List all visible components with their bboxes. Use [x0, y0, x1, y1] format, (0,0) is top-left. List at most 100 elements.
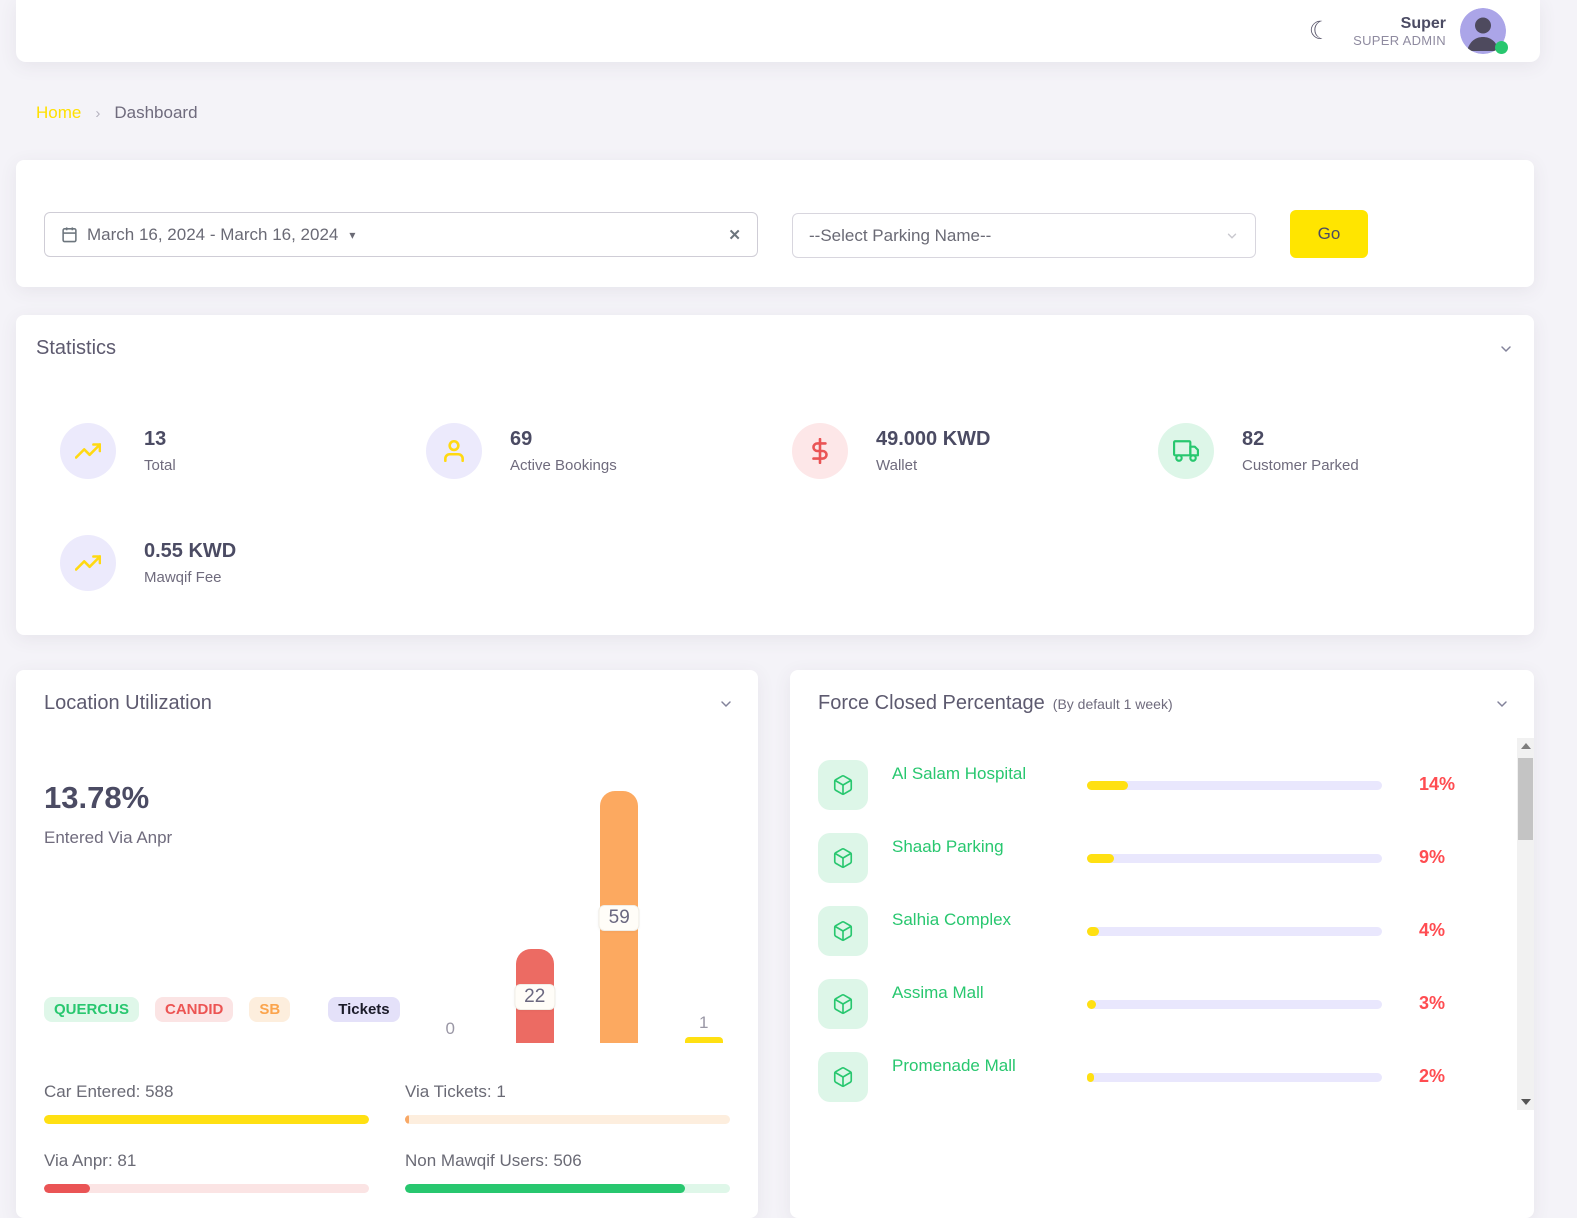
progress-fill	[44, 1115, 369, 1124]
force-closed-title: Force Closed Percentage	[818, 692, 1045, 714]
force-closed-percent: 14%	[1419, 774, 1456, 794]
statistics-card: Statistics 13 Total 69 Active Bookings 4…	[16, 315, 1534, 635]
scrollbar-down-icon[interactable]	[1517, 1094, 1534, 1110]
location-name[interactable]: Shaab Parking	[892, 837, 1004, 856]
stat-label: Wallet	[876, 457, 918, 474]
location-name[interactable]: Assima Mall	[892, 983, 984, 1002]
chart-bar-slot: 59	[577, 765, 662, 1043]
location-utilization-card: Location Utilization 13.78% Entered Via …	[16, 670, 758, 1218]
progress-track	[405, 1115, 730, 1124]
caret-down-icon: ▾	[349, 227, 356, 242]
breadcrumb-current: Dashboard	[114, 103, 198, 122]
parking-name-select[interactable]: --Select Parking Name--	[792, 213, 1256, 258]
force-closed-row: Assima Mall 3%	[818, 977, 1490, 1050]
truck-icon	[1158, 423, 1214, 479]
package-icon	[818, 906, 868, 956]
force-closed-row: Promenade Mall 2%	[818, 1050, 1490, 1123]
chart-data-label: 59	[598, 905, 640, 931]
utilization-stats: Car Entered: 588 Via Tickets: 1 Via Anpr…	[44, 1082, 730, 1193]
anpr-percentage-label: Entered Via Anpr	[44, 828, 173, 847]
clear-date-icon[interactable]: ✕	[728, 226, 741, 244]
util-stat-label: Via Anpr: 81	[44, 1151, 137, 1170]
trending-up-icon	[60, 535, 116, 591]
location-name[interactable]: Salhia Complex	[892, 910, 1012, 929]
force-closed-subtitle: (By default 1 week)	[1052, 695, 1173, 712]
stat-value: 82	[1242, 428, 1265, 450]
stat-value: 13	[144, 428, 167, 450]
statistics-collapse-button[interactable]	[1498, 341, 1514, 357]
force-closed-list: Al Salam Hospital 14% Shaab Parking 9% S…	[818, 758, 1490, 1123]
force-closed-collapse-button[interactable]	[1494, 696, 1510, 712]
stat-value: 69	[510, 428, 533, 450]
util-stat-via-anpr: Via Anpr: 81	[44, 1151, 369, 1193]
chevron-down-icon	[1227, 233, 1237, 239]
calendar-icon	[62, 227, 77, 243]
location-name[interactable]: Promenade Mall	[892, 1056, 1016, 1075]
legend-item-tickets[interactable]: Tickets	[328, 997, 400, 1022]
anpr-percentage: 13.78%	[44, 780, 150, 815]
location-name[interactable]: Al Salam Hospital	[892, 764, 1027, 783]
progress-fill	[405, 1184, 685, 1193]
progress-fill	[1087, 1000, 1096, 1009]
chevron-down-icon	[1497, 700, 1507, 707]
stat-mawqif-fee: 0.55 KWD Mawqif Fee	[60, 525, 426, 601]
legend-item-quercus[interactable]: QUERCUS	[44, 997, 140, 1022]
stat-label: Customer Parked	[1242, 457, 1359, 474]
progress-track	[44, 1115, 369, 1124]
force-closed-percent: 9%	[1419, 847, 1446, 867]
stat-value: 0.55 KWD	[144, 540, 237, 562]
force-closed-row: Salhia Complex 4%	[818, 904, 1490, 977]
stat-value: 49.000 KWD	[876, 428, 991, 450]
util-stat-car-entered: Car Entered: 588	[44, 1082, 369, 1124]
user-role: SUPER ADMIN	[1353, 32, 1446, 48]
chart-data-label: 22	[514, 984, 556, 1011]
progress-fill	[1087, 854, 1114, 863]
moon-icon[interactable]: ☾	[1308, 16, 1332, 45]
stat-active-bookings: 69 Active Bookings	[426, 413, 792, 489]
stat-label: Active Bookings	[510, 457, 617, 474]
package-icon	[818, 760, 868, 810]
package-icon	[818, 1052, 868, 1102]
package-icon	[818, 833, 868, 883]
user-name: Super	[1400, 14, 1446, 32]
breadcrumb: Home › Dashboard	[36, 103, 198, 123]
parking-select-value: --Select Parking Name--	[809, 225, 992, 245]
force-closed-percent: 3%	[1419, 993, 1446, 1013]
progress-fill	[405, 1115, 409, 1124]
statistics-title: Statistics	[36, 337, 117, 359]
progress-track	[1087, 854, 1382, 863]
user-info: Super SUPER ADMIN	[1353, 15, 1446, 48]
filter-card: March 16, 2024 - March 16, 2024 ▾ ✕ --Se…	[16, 160, 1534, 287]
legend-item-candid[interactable]: CANDID	[155, 997, 234, 1022]
progress-track	[405, 1184, 730, 1193]
chart-data-label: 1	[699, 1013, 709, 1032]
util-stat-label: Via Tickets: 1	[405, 1082, 506, 1101]
progress-track	[1087, 1073, 1382, 1082]
chart-data-label: 0	[445, 1019, 455, 1038]
scrollbar-up-icon[interactable]	[1517, 738, 1534, 754]
chevron-down-icon	[721, 700, 731, 707]
scrollbar-thumb[interactable]	[1518, 758, 1533, 840]
progress-track	[1087, 1000, 1382, 1009]
chart-bar-slot: 22	[493, 765, 578, 1043]
scrollbar[interactable]	[1517, 738, 1534, 1110]
chart-bar-slot: 0	[408, 765, 493, 1043]
breadcrumb-home-link[interactable]: Home	[36, 103, 82, 122]
chevron-down-icon	[1501, 345, 1511, 352]
stat-total: 13 Total	[60, 413, 426, 489]
date-range-value: March 16, 2024 - March 16, 2024	[87, 224, 339, 244]
avatar[interactable]	[1460, 8, 1508, 54]
force-closed-percent: 2%	[1419, 1066, 1446, 1086]
go-button[interactable]: Go	[1290, 210, 1368, 258]
util-stat-label: Car Entered: 588	[44, 1082, 174, 1101]
date-range-input[interactable]: March 16, 2024 - March 16, 2024 ▾ ✕	[44, 212, 758, 257]
location-utilization-collapse-button[interactable]	[718, 696, 734, 712]
progress-track	[44, 1184, 369, 1193]
dollar-icon	[792, 423, 848, 479]
util-stat-non-mawqif: Non Mawqif Users: 506	[405, 1151, 730, 1193]
legend-item-sb[interactable]: SB	[249, 997, 291, 1022]
force-closed-row: Shaab Parking 9%	[818, 831, 1490, 904]
chart-bar-tickets	[684, 1037, 723, 1043]
utilization-bar-chart: 0 22 59 1	[408, 765, 746, 1043]
package-icon	[818, 979, 868, 1029]
